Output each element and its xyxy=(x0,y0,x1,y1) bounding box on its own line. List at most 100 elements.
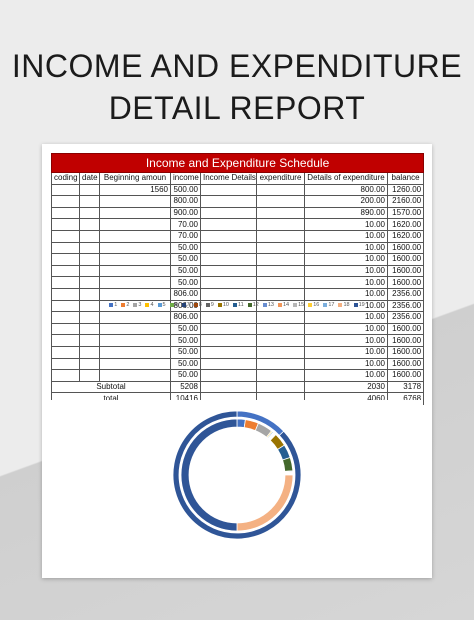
legend-swatch xyxy=(338,302,343,307)
table-row: 800.00 200.00 2160.00 xyxy=(51,195,425,208)
legend-swatch xyxy=(247,302,252,307)
table-body: 1560 500.00 800.00 1260.00 800.00 200.00 2160.… xyxy=(51,183,425,382)
legend-swatch xyxy=(121,302,126,307)
table-cell xyxy=(51,183,80,197)
table-row: 50.00 10.00 1600.00 xyxy=(51,357,425,371)
legend-swatch xyxy=(193,302,198,307)
table-cell: 10.00 xyxy=(304,369,388,382)
legend-item: 6 xyxy=(169,302,178,308)
table-cell xyxy=(256,264,305,278)
table-cell xyxy=(79,229,100,243)
table-row: 50.00 10.00 1600.00 xyxy=(51,369,425,382)
table-cell: 1600.00 xyxy=(386,357,425,371)
table-cell xyxy=(99,287,171,301)
legend-label: 18 xyxy=(343,302,350,308)
legend-item: 2 xyxy=(121,302,129,308)
table-cell: 200.00 xyxy=(304,195,388,208)
table-cell xyxy=(256,357,305,371)
legend-label: 1 xyxy=(114,302,118,308)
table-cell xyxy=(79,357,100,371)
legend-item: 8 xyxy=(193,302,202,308)
table-cell xyxy=(256,345,305,359)
subtotal-label: Subtotal xyxy=(51,380,171,394)
legend-item: 1 xyxy=(109,302,117,308)
legend-swatch xyxy=(353,302,358,307)
table-cell xyxy=(99,276,171,289)
column-header: income xyxy=(170,172,201,185)
table-cell xyxy=(99,345,171,359)
legend-label: 15 xyxy=(298,302,305,308)
schedule-title: Income and Expenditure Schedule xyxy=(50,153,425,173)
table-cell: 2356.00 xyxy=(386,311,425,324)
table-cell: 890.00 xyxy=(304,206,388,220)
table-cell xyxy=(256,218,305,231)
table-cell: 50.00 xyxy=(170,357,201,371)
legend-item: 18 xyxy=(338,302,350,308)
table-cell xyxy=(256,206,305,220)
table-row: 70.00 10.00 1620.00 xyxy=(51,229,425,243)
table-cell: 806.00 xyxy=(170,287,201,301)
table-row: 1560 500.00 800.00 1260.00 xyxy=(51,183,425,197)
table-row: 806.00 10.00 2356.00 xyxy=(51,311,425,324)
table-cell: 70.00 xyxy=(170,229,201,243)
legend-label: 16 xyxy=(313,302,320,308)
table-cell xyxy=(79,206,100,220)
legend-swatch xyxy=(145,302,150,307)
table-cell xyxy=(200,357,257,371)
table-cell: 10.00 xyxy=(304,229,388,243)
table-cell xyxy=(256,229,305,243)
column-header: Beginning amoun xyxy=(99,172,171,185)
table-cell xyxy=(79,311,100,324)
table-row: 50.00 10.00 1600.00 xyxy=(51,241,425,255)
table-row: 50.00 10.00 1600.00 xyxy=(51,253,425,266)
legend-label: 9 xyxy=(210,302,214,308)
table-cell: 10.00 xyxy=(304,218,388,231)
table-cell xyxy=(99,253,171,266)
table-cell xyxy=(256,276,305,289)
legend-item: 19 xyxy=(353,302,365,308)
table-cell: 50.00 xyxy=(170,369,201,382)
legend-label: 7 xyxy=(186,302,190,308)
table-cell: 70.00 xyxy=(170,218,201,231)
table-cell xyxy=(99,369,171,382)
table-cell xyxy=(99,229,171,243)
legend-item: 14 xyxy=(277,302,290,308)
table-cell: 50.00 xyxy=(170,322,201,336)
table-cell xyxy=(200,264,257,278)
table-cell: 1600.00 xyxy=(386,276,425,289)
table-cell xyxy=(51,241,80,255)
column-header: expenditure xyxy=(256,172,305,185)
legend-label: 6 xyxy=(174,302,178,308)
subtotal-expenditure xyxy=(256,380,305,394)
table-cell xyxy=(51,287,80,301)
table-cell xyxy=(256,287,305,301)
table-cell xyxy=(200,276,257,289)
table-cell xyxy=(99,218,171,231)
table-cell xyxy=(79,264,100,278)
table-cell: 10.00 xyxy=(304,276,388,289)
table-cell xyxy=(200,311,257,324)
table-cell: 50.00 xyxy=(170,345,201,359)
legend-swatch xyxy=(157,302,162,307)
table-cell xyxy=(51,357,80,371)
table-cell xyxy=(256,322,305,336)
legend-label: 14 xyxy=(282,302,290,308)
table-cell xyxy=(99,195,171,208)
table-cell xyxy=(79,322,100,336)
table-cell xyxy=(99,311,171,324)
table-row: 50.00 10.00 1600.00 xyxy=(51,322,425,336)
table-cell xyxy=(256,369,305,382)
table-cell: 1620.00 xyxy=(386,229,425,243)
legend-swatch xyxy=(217,302,222,307)
table-cell: 1600.00 xyxy=(386,264,425,278)
table-cell xyxy=(200,195,257,208)
legend-item: 9 xyxy=(205,302,214,308)
legend-label: 3 xyxy=(138,302,142,308)
table-cell xyxy=(79,253,100,266)
table-row: 50.00 10.00 1600.00 xyxy=(51,345,425,359)
table-cell: 1570.00 xyxy=(386,206,425,220)
table-row: 806.00 10.00 2356.00 xyxy=(51,287,425,301)
table-cell xyxy=(200,345,257,359)
legend-label: 17 xyxy=(328,302,335,308)
legend-swatch xyxy=(133,302,138,307)
